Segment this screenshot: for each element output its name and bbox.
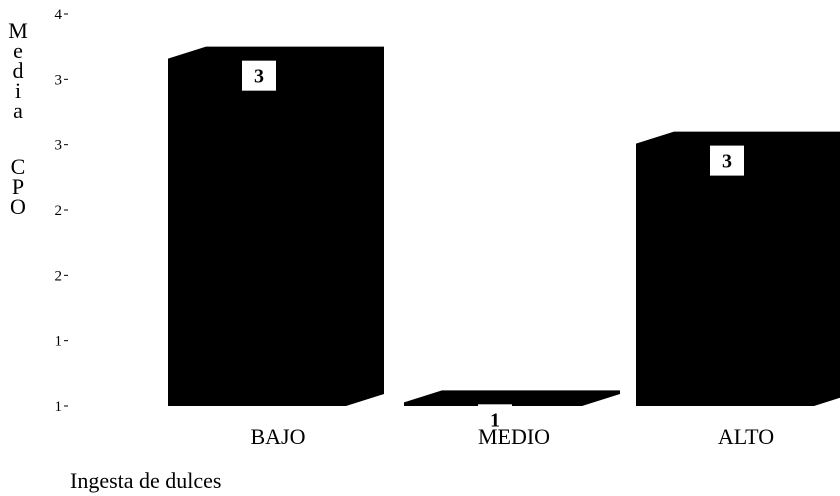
category-label: ALTO xyxy=(718,424,774,449)
y-axis-label-char: M xyxy=(8,18,28,43)
bar-face xyxy=(404,390,620,406)
bar-bajo: 3 xyxy=(168,46,384,407)
data-label-box xyxy=(242,60,276,91)
y-tick-label: 3 xyxy=(55,138,63,154)
bars: 3 1 3 xyxy=(168,46,840,435)
y-tick-label: 2 xyxy=(55,203,63,219)
data-label-box xyxy=(710,145,744,176)
bar-face xyxy=(168,46,384,407)
data-label: 1 xyxy=(490,409,500,431)
y-axis-label-char: d xyxy=(13,58,24,83)
y-tick-label: 3 xyxy=(55,72,63,88)
y-axis-label-char: a xyxy=(13,98,23,123)
y-axis-ticks: 1 1 2 2 3 3 4 xyxy=(55,7,68,415)
data-label: 3 xyxy=(254,66,264,88)
data-label-box xyxy=(478,404,512,435)
x-axis-label: Ingesta de dulces xyxy=(70,468,222,493)
bar-face xyxy=(636,131,840,406)
y-axis-label-char: e xyxy=(13,38,23,63)
data-label: 3 xyxy=(722,151,732,173)
y-tick-label: 4 xyxy=(55,7,63,23)
y-axis-label-char: i xyxy=(15,78,21,103)
bar-medio: 1 xyxy=(404,390,620,435)
bar-alto: 3 xyxy=(636,131,840,406)
y-axis-label-char: P xyxy=(12,174,24,199)
category-labels: BAJO MEDIO ALTO xyxy=(250,424,774,449)
y-tick-label: 1 xyxy=(55,334,63,350)
y-tick-label: 1 xyxy=(55,399,63,415)
y-axis-label-char: O xyxy=(10,194,26,219)
y-axis-label-char: C xyxy=(11,154,26,179)
y-tick-label: 2 xyxy=(55,268,63,284)
category-label: MEDIO xyxy=(478,424,550,449)
category-label: BAJO xyxy=(250,424,305,449)
